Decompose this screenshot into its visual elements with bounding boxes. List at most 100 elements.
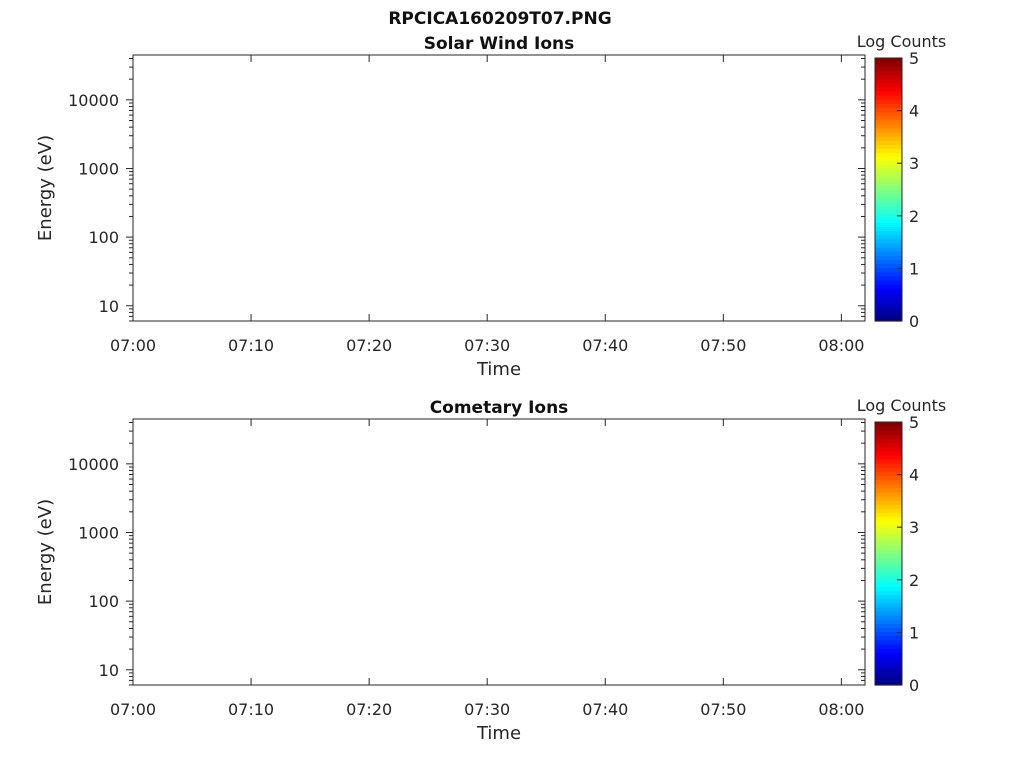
- colorbar-label: Log Counts: [857, 32, 947, 51]
- colorbar-segment: [875, 582, 902, 587]
- colorbar-segment: [875, 185, 902, 191]
- x-axis: 07:00 07:10 07:20 07:30 07:40 07:50 08:00 Time: [110, 419, 864, 744]
- panel-title: Solar Wind Ions: [424, 34, 575, 54]
- colorbar-segment: [875, 70, 902, 76]
- colorbar-segment: [875, 78, 902, 84]
- colorbar-segment: [875, 292, 902, 297]
- colorbar-segment: [875, 74, 902, 80]
- colorbar-segment: [875, 304, 902, 310]
- colorbar-segment: [875, 594, 902, 600]
- colorbar-segment: [875, 308, 902, 314]
- colorbar-segment: [875, 541, 902, 546]
- colorbar-tick-label: 0: [909, 312, 919, 331]
- colorbar-segment: [875, 619, 902, 624]
- plot-frame: [132, 418, 866, 686]
- colorbar-segment: [875, 537, 902, 542]
- colorbar-tick-label: 2: [909, 207, 919, 226]
- colorbar-segment: [875, 115, 902, 121]
- colorbar-tick-label: 3: [909, 154, 919, 173]
- colorbar-segment: [875, 668, 902, 674]
- colorbar-segment: [875, 676, 902, 682]
- colorbar-segment: [875, 611, 902, 616]
- colorbar-tick-label: 1: [909, 623, 919, 642]
- colorbar-segment: [875, 627, 902, 633]
- colorbar-segment: [875, 205, 902, 211]
- colorbar-segment: [875, 177, 902, 182]
- colorbar-segment: [875, 82, 902, 88]
- colorbar-segment: [875, 574, 902, 579]
- colorbar-segment: [875, 123, 902, 129]
- colorbar-segment: [875, 94, 902, 100]
- x-tick-label: 07:00: [110, 336, 156, 355]
- colorbar-segment: [875, 218, 902, 223]
- colorbar-segment: [875, 664, 902, 670]
- colorbar-segment: [875, 103, 902, 108]
- y-tick-label: 1000: [78, 159, 119, 178]
- colorbar-segment: [875, 635, 902, 641]
- colorbar-segment: [875, 495, 902, 501]
- x-tick-label: 07:40: [582, 336, 628, 355]
- x-tick-label: 07:30: [464, 336, 510, 355]
- colorbar-segment: [875, 648, 902, 653]
- colorbar-segment: [875, 238, 902, 244]
- x-tick-label: 08:00: [818, 336, 864, 355]
- colorbar-segment: [875, 631, 902, 637]
- colorbar-tick-label: 4: [909, 466, 919, 485]
- y-axis: 10 100 1000 10000 Energy (eV): [35, 58, 865, 322]
- colorbar-frame: [874, 57, 903, 322]
- colorbar-segment: [875, 275, 902, 281]
- colorbar-segment: [875, 520, 902, 526]
- colorbar-segment: [875, 467, 902, 472]
- colorbar-segment: [875, 508, 902, 514]
- colorbar-tick-label: 4: [909, 102, 919, 121]
- x-axis: 07:00 07:10 07:20 07:30 07:40 07:50 08:00 Time: [110, 55, 864, 380]
- colorbar-segment: [875, 586, 902, 592]
- colorbar-segment: [875, 86, 902, 92]
- colorbar-segment: [875, 58, 902, 63]
- y-tick-label: 10000: [68, 91, 119, 110]
- colorbar-tick-label: 1: [909, 259, 919, 278]
- x-tick-label: 07:20: [346, 700, 392, 719]
- colorbar-segment: [875, 545, 902, 550]
- colorbar-segment: [875, 181, 902, 186]
- colorbar-segment: [875, 590, 902, 596]
- colorbar-segment: [875, 623, 902, 629]
- colorbar-segment: [875, 222, 902, 228]
- x-axis-label: Time: [476, 723, 521, 744]
- colorbar-segment: [875, 160, 902, 166]
- colorbar-segment: [875, 193, 902, 199]
- colorbar-segment: [875, 504, 902, 509]
- colorbar-segment: [875, 569, 902, 575]
- x-axis-label: Time: [476, 359, 521, 380]
- colorbar-segment: [875, 164, 902, 170]
- x-tick-label: 07:10: [228, 700, 274, 719]
- colorbar-segment: [875, 512, 902, 518]
- colorbar-segment: [875, 230, 902, 236]
- colorbar-segment: [875, 316, 902, 322]
- colorbar-segment: [875, 312, 902, 318]
- y-tick-label: 100: [88, 592, 119, 611]
- colorbar-segment: [875, 247, 902, 252]
- colorbar-segment: [875, 296, 902, 302]
- colorbar-segment: [875, 639, 902, 645]
- colorbar-segment: [875, 479, 902, 485]
- colorbar-segment: [875, 136, 902, 141]
- figure-title: RPCICA160209T07.PNG: [388, 9, 611, 29]
- colorbar-segment: [875, 242, 902, 248]
- colorbar-segment: [875, 553, 902, 559]
- colorbar-segment: [875, 442, 902, 448]
- colorbar-tick-label: 5: [909, 49, 919, 68]
- colorbar-segment: [875, 615, 902, 620]
- colorbar-segment: [875, 107, 902, 113]
- colorbar-segment: [875, 251, 902, 256]
- colorbar-segment: [875, 259, 902, 265]
- y-tick-label: 10000: [68, 455, 119, 474]
- colorbar-segment: [875, 214, 902, 219]
- colorbar-segment: [875, 500, 902, 505]
- colorbar-segment: [875, 111, 902, 117]
- colorbar-segment: [875, 524, 902, 530]
- y-tick-label: 1000: [78, 523, 119, 542]
